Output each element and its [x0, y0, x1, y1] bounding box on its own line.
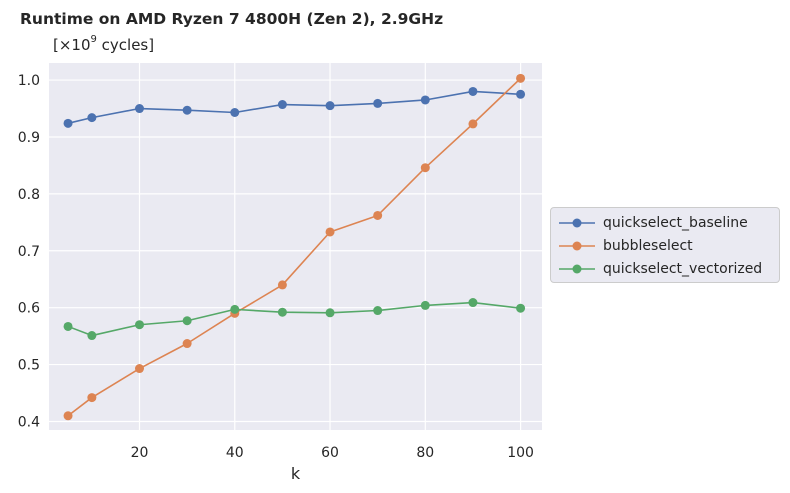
data-point-quickselect-vectorized [325, 308, 335, 318]
data-point-bubbleselect [87, 393, 97, 403]
data-point-bubbleselect [468, 119, 478, 129]
data-point-quickselect-vectorized [468, 298, 478, 308]
y-tick-label: 0.9 [18, 130, 40, 146]
data-point-quickselect-vectorized [135, 320, 145, 330]
data-point-quickselect-baseline [373, 98, 383, 108]
data-point-quickselect-baseline [468, 86, 478, 96]
series-layer [63, 73, 526, 421]
legend-label-quickselect-vectorized: quickselect_vectorized [603, 261, 763, 277]
legend-item-bubbleselect: bubbleselect [559, 235, 693, 257]
data-point-bubbleselect [373, 210, 383, 220]
data-point-quickselect-baseline [325, 101, 335, 111]
x-tick-label: 100 [507, 445, 534, 461]
data-point-bubbleselect [135, 364, 145, 374]
subtitle-exponent: 9 [90, 34, 97, 45]
data-point-quickselect-vectorized [516, 303, 526, 313]
legend-marker-bubbleselect [559, 241, 595, 251]
y-tick-label: 0.7 [18, 244, 40, 260]
axis-tick-labels: 20 40 60 80 100 0.4 0.5 0.6 0.7 0.8 0.9 1.0 [18, 73, 534, 461]
data-point-quickselect-baseline [516, 89, 526, 99]
x-tick-label: 60 [321, 445, 339, 461]
data-point-quickselect-vectorized [230, 304, 240, 314]
data-point-quickselect-vectorized [420, 300, 430, 310]
y-tick-label: 0.8 [18, 187, 40, 203]
x-tick-label: 80 [416, 445, 434, 461]
y-tick-label: 0.5 [18, 358, 40, 374]
x-tick-label: 20 [131, 445, 149, 461]
legend-label-bubbleselect: bubbleselect [603, 238, 693, 254]
plot-area [49, 63, 542, 430]
legend-item-quickselect-vectorized: quickselect_vectorized [559, 258, 762, 280]
subtitle-suffix: cycles] [96, 36, 155, 54]
data-point-quickselect-vectorized [87, 331, 97, 341]
data-point-bubbleselect [420, 163, 430, 173]
legend-marker-quickselect-baseline [559, 218, 595, 228]
legend-item-quickselect-baseline: quickselect_baseline [559, 212, 748, 234]
data-point-quickselect-baseline [182, 105, 192, 115]
subtitle-prefix: [×10 [53, 36, 91, 54]
legend-label-quickselect-baseline: quickselect_baseline [603, 215, 748, 231]
data-point-quickselect-vectorized [63, 321, 73, 331]
data-point-quickselect-baseline [277, 100, 287, 110]
data-point-bubbleselect [325, 227, 335, 237]
data-point-bubbleselect [63, 411, 73, 421]
x-axis-label: k [291, 464, 301, 483]
y-tick-label: 0.6 [18, 301, 40, 317]
y-tick-label: 1.0 [18, 73, 40, 89]
data-point-bubbleselect [516, 73, 526, 83]
data-point-bubbleselect [277, 280, 287, 290]
data-point-quickselect-baseline [63, 118, 73, 128]
data-point-quickselect-baseline [87, 113, 97, 123]
data-point-quickselect-baseline [420, 95, 430, 105]
y-tick-label: 0.4 [18, 414, 40, 430]
legend-marker-quickselect-vectorized [559, 264, 595, 274]
data-point-quickselect-baseline [230, 108, 240, 118]
data-point-quickselect-vectorized [373, 306, 383, 316]
data-point-quickselect-vectorized [182, 316, 192, 326]
data-point-quickselect-baseline [135, 104, 145, 114]
chart-subtitle: [×109 cycles] [53, 34, 155, 54]
chart-title: Runtime on AMD Ryzen 7 4800H (Zen 2), 2.… [20, 10, 444, 28]
legend: quickselect_baseline bubbleselect quicks… [550, 207, 780, 283]
data-point-quickselect-vectorized [277, 307, 287, 317]
data-point-bubbleselect [182, 339, 192, 349]
x-tick-label: 40 [226, 445, 244, 461]
